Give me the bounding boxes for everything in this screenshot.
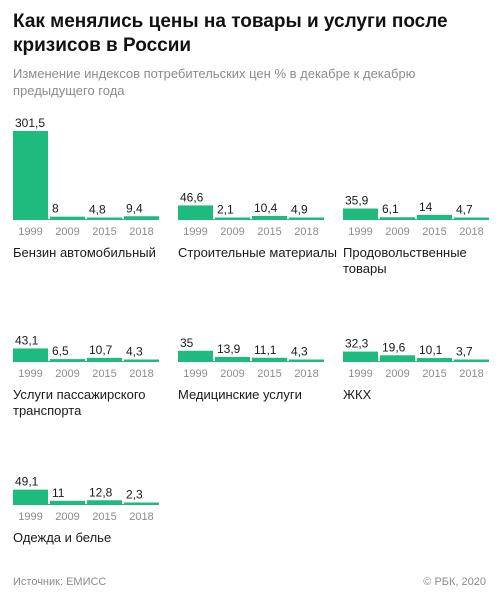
data-label: 2,3 bbox=[126, 488, 143, 502]
data-label: 10,7 bbox=[89, 343, 113, 357]
data-label: 4,9 bbox=[291, 203, 308, 217]
bar-2009 bbox=[50, 500, 85, 504]
tick-label: 2009 bbox=[385, 368, 409, 380]
bar-1999 bbox=[343, 351, 378, 361]
bar-2015 bbox=[87, 357, 122, 361]
panel-title: Бензин автомобильный bbox=[13, 245, 156, 260]
data-label: 12,8 bbox=[89, 485, 113, 499]
data-label: 13,9 bbox=[217, 342, 241, 356]
data-label: 4,3 bbox=[291, 345, 308, 359]
copyright-note: © РБК, 2020 bbox=[423, 576, 486, 588]
data-label: 46,6 bbox=[180, 190, 204, 204]
bar-2009 bbox=[380, 355, 415, 361]
data-label: 6,5 bbox=[52, 344, 69, 358]
data-label: 3,7 bbox=[456, 345, 473, 359]
bar-2018 bbox=[124, 216, 159, 219]
tick-label: 1999 bbox=[18, 511, 42, 523]
tick-label: 2015 bbox=[92, 368, 116, 380]
bar-1999 bbox=[13, 489, 48, 504]
data-label: 2,1 bbox=[217, 203, 234, 217]
tick-label: 1999 bbox=[348, 368, 372, 380]
panel-title: транспорта bbox=[13, 403, 82, 418]
data-label: 49,1 bbox=[15, 475, 39, 489]
tick-label: 2015 bbox=[257, 368, 281, 380]
data-label: 35 bbox=[180, 336, 194, 350]
tick-label: 2009 bbox=[220, 368, 244, 380]
bar-2015 bbox=[417, 358, 452, 361]
bar-2015 bbox=[417, 214, 452, 219]
data-label: 19,6 bbox=[382, 340, 406, 354]
bar-2018 bbox=[454, 359, 489, 361]
tick-label: 2015 bbox=[422, 368, 446, 380]
data-label: 11 bbox=[52, 486, 65, 500]
tick-label: 2015 bbox=[92, 511, 116, 523]
bar-2018 bbox=[124, 359, 159, 361]
tick-label: 2018 bbox=[294, 368, 318, 380]
bar-1999 bbox=[178, 205, 213, 219]
tick-label: 2009 bbox=[55, 368, 79, 380]
data-label: 9,4 bbox=[126, 201, 143, 215]
bar-1999 bbox=[343, 208, 378, 219]
data-label: 11,1 bbox=[254, 343, 277, 357]
tick-label: 2009 bbox=[55, 226, 79, 238]
data-label: 4,3 bbox=[126, 345, 143, 359]
bar-2015 bbox=[252, 215, 287, 219]
bar-2018 bbox=[289, 359, 324, 361]
tick-label: 1999 bbox=[183, 226, 207, 238]
tick-label: 2015 bbox=[422, 226, 446, 238]
panel-title: Одежда и белье bbox=[13, 530, 111, 545]
data-label: 35,9 bbox=[345, 194, 369, 208]
tick-label: 2018 bbox=[129, 368, 153, 380]
bar-2009 bbox=[380, 217, 415, 219]
data-label: 10,1 bbox=[419, 343, 443, 357]
bar-1999 bbox=[13, 348, 48, 361]
tick-label: 1999 bbox=[18, 368, 42, 380]
chart-title: Как менялись цены на товары и услуги пос… bbox=[13, 11, 448, 56]
tick-label: 2018 bbox=[459, 226, 483, 238]
data-label: 301,5 bbox=[15, 116, 45, 130]
bar-2018 bbox=[124, 502, 159, 504]
chart-subtitle: Изменение индексов потребительских цен %… bbox=[13, 66, 416, 98]
panel-title: товары bbox=[343, 261, 387, 276]
bar-2009 bbox=[50, 359, 85, 361]
source-note: Источник: ЕМИСС bbox=[13, 576, 107, 588]
tick-label: 2018 bbox=[129, 511, 153, 523]
bar-2015 bbox=[252, 357, 287, 361]
bar-2009 bbox=[50, 216, 85, 219]
bar-1999 bbox=[178, 350, 213, 361]
panel-title: Услуги пассажирского bbox=[13, 387, 146, 402]
tick-label: 1999 bbox=[183, 368, 207, 380]
tick-label: 2009 bbox=[220, 226, 244, 238]
panel-title: Медицинские услуги bbox=[178, 387, 302, 402]
tick-label: 2015 bbox=[257, 226, 281, 238]
tick-label: 2009 bbox=[55, 511, 79, 523]
tick-label: 2009 bbox=[385, 226, 409, 238]
bar-2009 bbox=[215, 356, 250, 361]
bar-2018 bbox=[289, 217, 324, 219]
data-label: 6,1 bbox=[382, 202, 399, 216]
panel-title: ЖКХ bbox=[343, 387, 372, 402]
tick-label: 2018 bbox=[129, 226, 153, 238]
tick-label: 2018 bbox=[459, 368, 483, 380]
data-label: 4,7 bbox=[456, 203, 473, 217]
data-label: 32,3 bbox=[345, 337, 369, 351]
data-label: 14 bbox=[419, 200, 433, 214]
data-label: 10,4 bbox=[254, 201, 278, 215]
tick-label: 1999 bbox=[348, 226, 372, 238]
bar-2018 bbox=[454, 217, 489, 219]
bar-2015 bbox=[87, 500, 122, 504]
data-label: 8 bbox=[52, 202, 59, 216]
tick-label: 2015 bbox=[92, 226, 116, 238]
data-label: 4,8 bbox=[89, 203, 106, 217]
tick-label: 2018 bbox=[294, 226, 318, 238]
bar-2015 bbox=[87, 217, 122, 219]
panel-title: Строительные материалы bbox=[178, 245, 337, 260]
tick-label: 1999 bbox=[18, 226, 42, 238]
panel-title: Продовольственные bbox=[343, 245, 467, 260]
bar-2009 bbox=[215, 217, 250, 219]
bar-1999 bbox=[13, 131, 48, 219]
data-label: 43,1 bbox=[15, 333, 39, 347]
